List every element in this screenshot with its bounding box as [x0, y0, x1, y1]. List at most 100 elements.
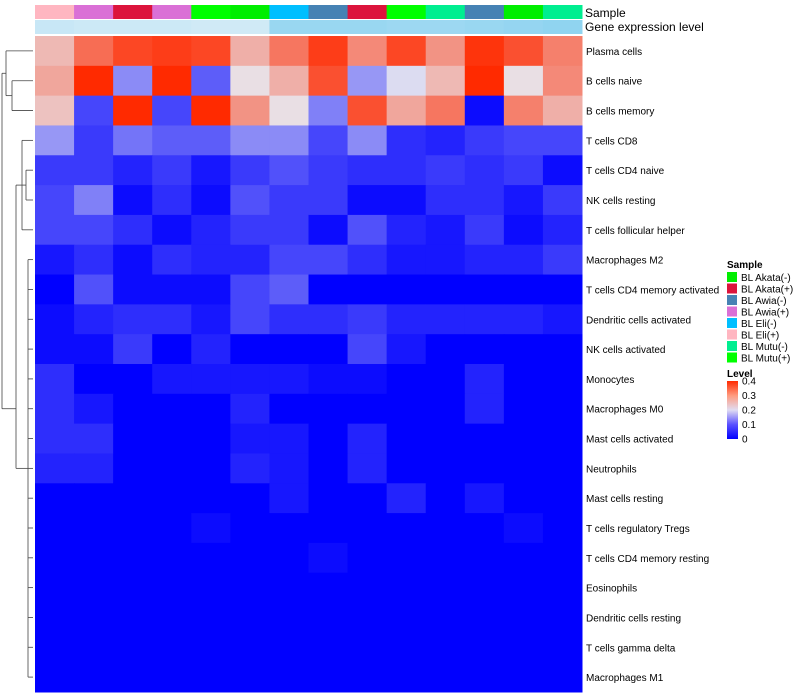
- heatmap-cell: [35, 542, 75, 574]
- row-dendrogram: [1, 50, 33, 678]
- heatmap-cell: [464, 513, 505, 544]
- row-label: T cells follicular helper: [586, 226, 685, 237]
- heatmap-cell: [35, 364, 75, 395]
- sample-annotation-cell: [230, 5, 270, 19]
- heatmap-cell: [503, 304, 544, 335]
- heatmap-cell: [425, 125, 466, 156]
- heatmap-cell: [464, 36, 505, 67]
- heatmap-cell: [152, 393, 192, 425]
- heatmap-cell: [503, 155, 544, 186]
- heatmap-cell: [464, 185, 505, 216]
- heatmap-cell: [35, 513, 75, 544]
- heatmap-cell: [425, 632, 466, 663]
- heatmap-cell: [386, 393, 427, 425]
- heatmap-cell: [35, 185, 75, 216]
- heatmap-cell: [74, 393, 114, 425]
- heatmap-cell: [308, 334, 349, 365]
- row-label: T cells CD4 memory activated: [586, 285, 719, 296]
- sample-annotation-cell: [269, 5, 309, 19]
- heatmap-cell: [113, 662, 153, 693]
- heatmap-cell: [347, 423, 388, 454]
- heatmap-cell: [308, 304, 349, 335]
- heatmap-cell: [152, 244, 192, 276]
- heatmap-cell: [74, 632, 114, 663]
- heatmap-cell: [230, 453, 270, 484]
- heatmap-cell: [191, 662, 231, 693]
- heatmap-cell: [113, 214, 153, 246]
- heatmap-cell: [191, 155, 231, 186]
- heatmap-cell: [152, 155, 192, 186]
- heatmap-cell: [269, 36, 309, 67]
- heatmap-cell: [269, 602, 309, 633]
- heatmap-cell: [35, 36, 75, 67]
- heatmap-cell: [425, 364, 466, 395]
- heatmap-cell: [230, 602, 270, 633]
- heatmap-cell: [308, 572, 349, 604]
- heatmap-cell: [347, 155, 388, 186]
- heatmap-cell: [308, 125, 349, 156]
- level-tick-label: 0.2: [742, 406, 756, 417]
- heatmap-cell: [74, 513, 114, 544]
- heatmap-cell: [74, 244, 114, 276]
- heatmap-cell: [230, 95, 270, 126]
- heatmap-cell: [74, 334, 114, 365]
- sample-legend-swatch: [727, 306, 737, 317]
- heatmap-cell: [35, 65, 75, 97]
- heatmap-cell: [503, 334, 544, 365]
- heatmap-cell: [269, 185, 309, 216]
- heatmap-cell: [386, 244, 427, 276]
- heatmap-cell: [308, 364, 349, 395]
- heatmap-cells: [35, 36, 583, 693]
- heatmap-cell: [386, 513, 427, 544]
- heatmap-cell: [464, 155, 505, 186]
- level-legend: Level 0.4 0.3 0.2 0.1 0: [727, 369, 756, 446]
- heatmap-cell: [35, 274, 75, 305]
- heatmap-cell: [152, 274, 192, 305]
- heatmap-cell: [425, 274, 466, 305]
- heatmap-cell: [464, 453, 505, 484]
- heatmap-cell: [464, 95, 505, 126]
- heatmap-cell: [269, 423, 309, 454]
- heatmap-cell: [269, 155, 309, 186]
- heatmap-cell: [308, 244, 349, 276]
- row-label: Macrophages M1: [586, 673, 664, 684]
- heatmap-cell: [464, 602, 505, 633]
- heatmap-cell: [113, 155, 153, 186]
- row-label: Plasma cells: [586, 47, 642, 58]
- level-legend-title: Level: [727, 369, 753, 380]
- heatmap-cell: [386, 334, 427, 365]
- gene-expression-annotation-cell: [191, 20, 231, 34]
- heatmap-cell: [542, 244, 583, 276]
- heatmap-cell: [308, 662, 349, 693]
- heatmap-cell: [386, 155, 427, 186]
- heatmap-cell: [425, 214, 466, 246]
- heatmap-cell: [113, 185, 153, 216]
- heatmap-cell: [464, 334, 505, 365]
- heatmap-cell: [464, 632, 505, 663]
- heatmap-cell: [152, 572, 192, 604]
- sample-annotation-cell: [308, 5, 349, 19]
- heatmap-cell: [386, 36, 427, 67]
- heatmap-cell: [152, 632, 192, 663]
- heatmap-cell: [347, 393, 388, 425]
- heatmap-cell: [269, 662, 309, 693]
- heatmap-cell: [464, 542, 505, 574]
- heatmap-cell: [230, 214, 270, 246]
- heatmap-cell: [347, 334, 388, 365]
- heatmap-cell: [464, 393, 505, 425]
- heatmap-cell: [503, 453, 544, 484]
- row-label: Macrophages M2: [586, 256, 664, 267]
- heatmap-cell: [269, 95, 309, 126]
- heatmap-cell: [113, 334, 153, 365]
- heatmap-cell: [74, 65, 114, 97]
- heatmap-cell: [269, 572, 309, 604]
- gene-expression-annotation-cell: [425, 20, 466, 34]
- heatmap-cell: [503, 393, 544, 425]
- heatmap-cell: [425, 65, 466, 97]
- row-label: Macrophages M0: [586, 405, 664, 416]
- heatmap-cell: [74, 155, 114, 186]
- heatmap-cell: [503, 513, 544, 544]
- heatmap-cell: [542, 95, 583, 126]
- heatmap-cell: [230, 125, 270, 156]
- heatmap-cell: [191, 423, 231, 454]
